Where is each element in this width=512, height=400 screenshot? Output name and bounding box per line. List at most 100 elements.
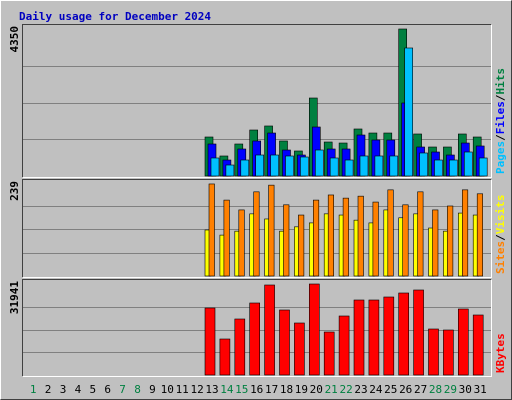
bar: [312, 199, 320, 277]
x-tick-label: 27: [414, 383, 427, 396]
y-max-label: 4350: [8, 26, 21, 53]
x-tick-label: 9: [149, 383, 156, 396]
x-tick-label: 17: [265, 383, 278, 396]
bar: [368, 299, 380, 376]
panel-border: [22, 279, 492, 377]
panel-border: [22, 24, 492, 178]
bar: [357, 195, 364, 277]
bar: [413, 289, 424, 376]
legend: KBytes: [494, 333, 507, 373]
x-tick-label: 8: [134, 383, 141, 396]
x-tick-label: 1: [30, 383, 37, 396]
bar: [353, 299, 365, 376]
bar: [359, 155, 369, 177]
bar: [398, 292, 410, 376]
x-tick-label: 18: [280, 383, 293, 396]
x-tick-label: 5: [89, 383, 96, 396]
bar: [344, 159, 354, 177]
bar: [342, 197, 349, 277]
bar: [476, 193, 484, 277]
bar: [219, 338, 231, 376]
bar: [294, 322, 305, 376]
bar: [285, 155, 294, 177]
bar: [478, 157, 488, 177]
panel-border: [22, 24, 492, 178]
x-tick-label: 31: [474, 383, 487, 396]
x-tick-label: 16: [250, 383, 263, 396]
bar: [268, 184, 275, 277]
bar: [472, 314, 484, 376]
legend-entry: Pages: [494, 141, 507, 174]
legend-entry: KBytes: [494, 333, 507, 373]
panel-border: [22, 279, 492, 377]
x-tick-label: 4: [75, 383, 82, 396]
legend-entry: Files: [494, 101, 507, 134]
bar: [279, 309, 290, 376]
x-tick-label: 10: [161, 383, 174, 396]
bar: [338, 315, 350, 376]
legend-separator: /: [494, 234, 507, 241]
bar: [298, 214, 305, 277]
bar: [428, 328, 439, 376]
bar: [234, 318, 246, 376]
chart-title: Daily usage for December 2024: [19, 10, 211, 23]
bar: [300, 156, 309, 177]
legend-separator: /: [494, 134, 507, 141]
bar: [308, 283, 320, 376]
bar: [238, 209, 245, 277]
bar: [283, 204, 290, 277]
legend-entry: Visits: [494, 195, 507, 235]
legend: Sites/Visits: [494, 195, 507, 275]
bar: [223, 199, 230, 277]
x-tick-label: 7: [119, 383, 126, 396]
x-tick-label: 11: [176, 383, 189, 396]
x-tick-label: 3: [60, 383, 67, 396]
bar: [253, 191, 260, 277]
bar: [210, 157, 220, 177]
bar: [389, 155, 399, 177]
x-tick-label: 14: [220, 383, 234, 396]
bar: [461, 189, 469, 277]
bar: [264, 284, 275, 376]
x-tick-label: 22: [339, 383, 352, 396]
bar: [457, 308, 469, 376]
x-tick-label: 20: [310, 383, 323, 396]
x-tick-label: 30: [459, 383, 472, 396]
bar: [270, 154, 279, 177]
legend: Pages/Files/Hits: [494, 68, 507, 174]
bar: [434, 159, 443, 177]
x-tick-label: 2: [45, 383, 52, 396]
x-tick-label: 15: [235, 383, 248, 396]
y-max-label: 239: [8, 181, 21, 201]
bar: [419, 152, 428, 177]
x-tick-label: 25: [384, 383, 397, 396]
bar: [329, 157, 339, 177]
bar: [432, 209, 439, 277]
legend-separator: /: [494, 94, 507, 101]
bar: [225, 164, 235, 177]
x-tick-label: 29: [444, 383, 457, 396]
x-tick-label: 6: [104, 383, 111, 396]
panel-border: [22, 179, 492, 278]
bar: [240, 159, 250, 177]
bar: [374, 155, 384, 177]
x-tick-label: 24: [369, 383, 383, 396]
legend-entry: Sites: [494, 241, 507, 274]
x-tick-label: 19: [295, 383, 308, 396]
bar: [327, 194, 335, 277]
legend-entry: Hits: [494, 68, 507, 95]
bar: [404, 47, 414, 177]
panel-border: [22, 179, 492, 278]
x-tick-label: 12: [190, 383, 203, 396]
bar: [249, 302, 260, 376]
bar: [204, 307, 216, 376]
bar: [443, 329, 454, 376]
bar: [387, 189, 394, 277]
bar: [417, 191, 424, 277]
bar: [372, 201, 379, 277]
bar: [323, 331, 335, 376]
bar: [463, 151, 473, 177]
y-max-label: 31941: [8, 281, 21, 314]
